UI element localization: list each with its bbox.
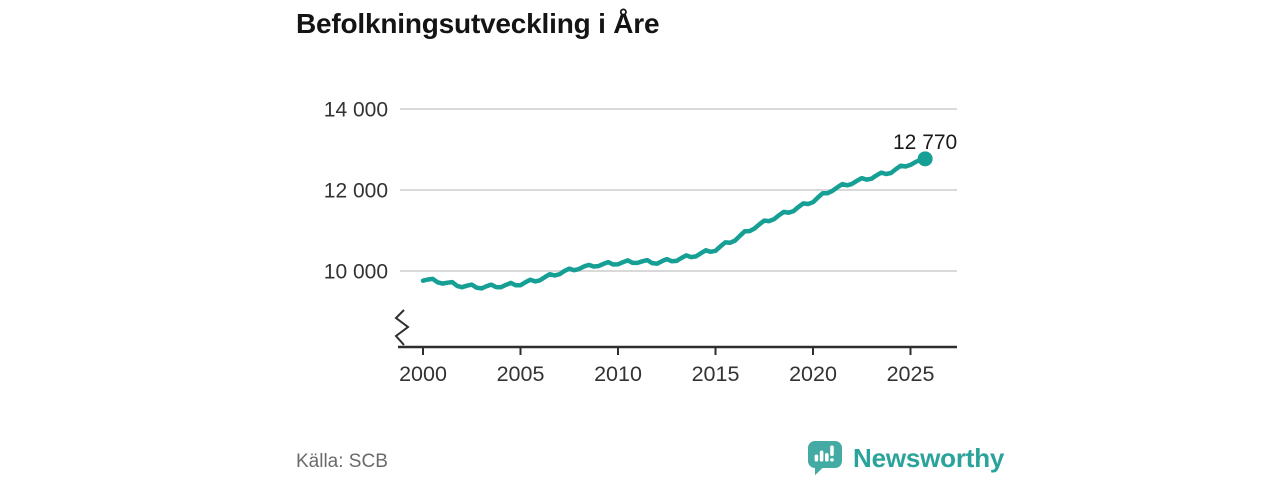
axis-break-zigzag — [394, 309, 410, 346]
population-trend-line — [420, 156, 928, 291]
endpoint-value-label: 12 770 — [893, 131, 957, 154]
x-tick-label: 2015 — [692, 362, 740, 386]
page-title: Befolkningsutveckling i Åre — [296, 8, 660, 39]
y-tick-label: 10 000 — [324, 261, 388, 284]
population-chart-svg: 14 000 12 000 10 000 2000 2005 2010 2015 2020 20… — [324, 99, 957, 387]
x-tick-label: 2000 — [399, 362, 447, 386]
x-tick-label: 2025 — [887, 362, 935, 386]
x-tick-label: 2005 — [497, 362, 545, 386]
population-chart: 14 000 12 000 10 000 2000 2005 2010 2015 2020 20… — [300, 85, 980, 395]
newsworthy-brand-name: Newsworthy — [853, 442, 1005, 473]
mini-barchart-exclamation — [814, 445, 834, 462]
y-tick-label: 14 000 — [324, 99, 388, 122]
y-tick-label: 12 000 — [324, 180, 388, 203]
x-tick-label: 2010 — [594, 362, 642, 386]
newsworthy-logo: Newsworthy — [806, 439, 1004, 477]
x-tick-label: 2020 — [789, 362, 837, 386]
source-label: Källa: SCB — [296, 451, 388, 472]
newsworthy-logo-icon — [808, 441, 842, 476]
endpoint-dot — [917, 151, 933, 167]
